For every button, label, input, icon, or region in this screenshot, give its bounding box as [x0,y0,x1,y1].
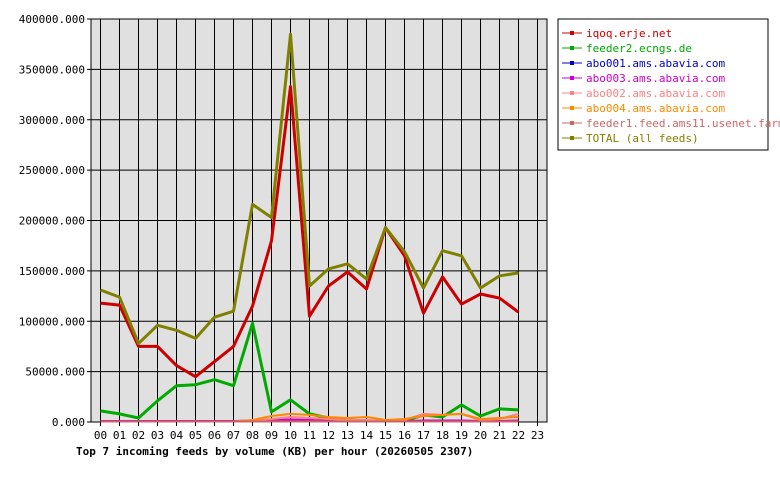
y-tick-label: 200000.000 [19,215,85,228]
legend-swatch-marker [570,91,574,95]
legend-entry: abo001.ams.abavia.com [586,57,725,70]
legend-swatch-marker [570,136,574,140]
y-tick-label: 150000.000 [19,265,85,278]
y-tick-label: 300000.000 [19,114,85,127]
x-tick-label: 20 [474,429,487,442]
y-axis-ticks: 0.000 50000.000 100000.000 150000.000 200000… [19,13,91,429]
y-tick-label: 50000.000 [25,366,85,379]
x-tick-label: 09 [265,429,278,442]
x-tick-label: 22 [512,429,525,442]
x-tick-label: 05 [189,429,202,442]
x-tick-label: 03 [151,429,164,442]
legend-entry: abo003.ams.abavia.com [586,72,725,85]
y-tick-label: 0.000 [52,416,85,429]
x-tick-label: 10 [284,429,297,442]
series-line [99,32,519,345]
y-tick-label: 400000.000 [19,13,85,26]
x-tick-label: 15 [379,429,392,442]
grid [91,19,547,422]
x-tick-label: 01 [113,429,126,442]
legend-swatch-marker [570,76,574,80]
y-tick-label: 350000.000 [19,63,85,76]
legend-entry: iqoq.erje.net [586,27,672,40]
legend-swatch-marker [570,46,574,50]
y-tick-label: 100000.000 [19,315,85,328]
x-tick-label: 21 [493,429,506,442]
legend-entry: abo002.ams.abavia.com [586,87,725,100]
x-tick-label: 00 [94,429,107,442]
y-tick-label: 250000.000 [19,164,85,177]
x-tick-label: 02 [132,429,145,442]
x-tick-label: 17 [417,429,430,442]
legend-entry: abo004.ams.abavia.com [586,102,725,115]
legend: iqoq.erje.net feeder2.ecngs.de abo001.ams.… [557,18,780,151]
legend-swatch-marker [570,61,574,65]
legend-entry: TOTAL (all feeds) [586,132,699,145]
x-tick-label: 08 [246,429,259,442]
x-tick-label: 11 [303,429,316,442]
legend-entry: feeder1.feed.ams11.usenet.farm [586,117,780,130]
x-tick-label: 06 [208,429,221,442]
legend-swatch-marker [570,106,574,110]
x-tick-label: 07 [227,429,240,442]
series-line [100,85,520,379]
chart-caption: Top 7 incoming feeds by volume (KB) per … [76,445,474,458]
x-tick-label: 14 [360,429,374,442]
x-tick-label: 16 [398,429,411,442]
x-tick-label: 04 [170,429,184,442]
x-tick-label: 13 [341,429,354,442]
x-tick-label: 19 [455,429,468,442]
x-axis-ticks: 00 01 02 03 04 05 06 07 08 09 10 11 12 13 14 15 16 17 18 19… [94,422,544,442]
legend-swatch-marker [570,31,574,35]
legend-swatch-marker [570,121,574,125]
series-lines [99,32,520,423]
legend-box [557,18,769,151]
x-tick-label: 18 [436,429,449,442]
x-tick-label: 23 [531,429,544,442]
x-tick-label: 12 [322,429,335,442]
legend-entry: feeder2.ecngs.de [586,42,692,55]
